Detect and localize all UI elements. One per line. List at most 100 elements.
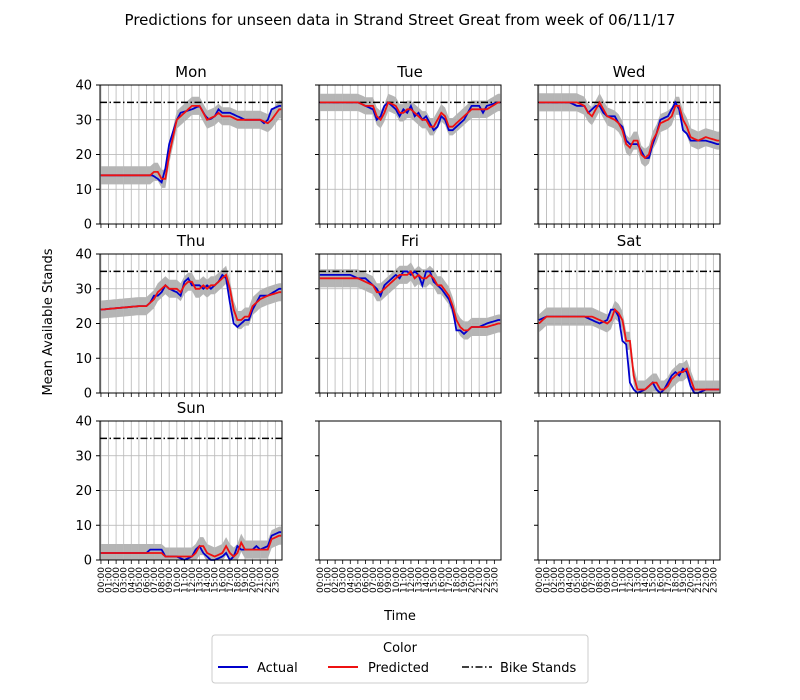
x-tick-label: 21:00 — [694, 567, 704, 593]
x-tick-label: 08:00 — [377, 567, 387, 593]
predicted-series-line — [538, 308, 720, 391]
x-tick-label: 12:00 — [626, 567, 636, 593]
panel-frame — [318, 420, 502, 561]
legend-entry-actual: Actual — [218, 661, 298, 676]
y-tick-label: 0 — [84, 218, 92, 233]
x-tick-label: 00:00 — [535, 567, 545, 593]
y-tick-label: 30 — [75, 113, 92, 128]
x-tick-label: 04:00 — [565, 567, 575, 593]
x-tick-label: 22:00 — [264, 567, 274, 593]
y-tick-label: 0 — [84, 387, 92, 402]
x-tick-label: 04:00 — [346, 567, 356, 593]
x-tick-label: 09:00 — [165, 567, 175, 593]
x-tick-label: 23:00 — [709, 567, 719, 593]
x-tick-label: 12:00 — [407, 567, 417, 593]
x-tick-label: 11:00 — [618, 567, 628, 593]
panel-mon: Mon 0 10 20 30 40 — [75, 63, 283, 233]
panel-title: Wed — [613, 63, 646, 81]
x-tick-label: 04:00 — [127, 567, 137, 593]
x-tick-label: 20:00 — [687, 567, 697, 593]
x-tick-label: 06:00 — [361, 567, 371, 593]
panel-thu: Thu 0 10 20 30 40 — [75, 232, 283, 402]
x-tick-label: 12:00 — [188, 567, 198, 593]
panel-title: Mon — [175, 63, 207, 81]
confidence-band — [100, 265, 282, 330]
y-tick-label: 30 — [75, 449, 92, 464]
x-tick-label: 02:00 — [550, 567, 560, 593]
x-tick-label: 06:00 — [580, 567, 590, 593]
x-tick-label: 05:00 — [135, 567, 145, 593]
x-tick-label: 01:00 — [324, 567, 334, 593]
x-tick-label: 14:00 — [203, 567, 213, 593]
panel-title: Thu — [176, 232, 205, 250]
panel-sat: Sat — [534, 232, 721, 397]
panel-wed: Wed — [534, 63, 721, 228]
y-tick-label: 30 — [75, 282, 92, 297]
x-tick-label: 03:00 — [558, 567, 568, 593]
x-tick-label: 07:00 — [150, 567, 160, 593]
legend-entry-bike-stands: Bike Stands — [462, 661, 577, 676]
x-tick-label: 00:00 — [316, 567, 326, 593]
y-axis-label: Mean Available Stands — [41, 248, 56, 395]
x-tick-label: 23:00 — [271, 567, 281, 593]
panels-group: Mon 0 10 20 30 40 Tue Wed Thu 0 10 20 30 40 Fri Sat Sun 0… — [75, 63, 721, 593]
x-tick-label: 18:00 — [671, 567, 681, 593]
x-tick-label: 05:00 — [573, 567, 583, 593]
y-tick-label: 0 — [84, 554, 92, 569]
panel-empty-7: 00:0001:0002:0003:0004:0005:0006:0007:00… — [315, 420, 502, 593]
x-tick-label: 21:00 — [256, 567, 266, 593]
y-tick-label: 40 — [75, 415, 92, 430]
y-tick-label: 10 — [75, 519, 92, 534]
x-tick-label: 08:00 — [158, 567, 168, 593]
x-tick-label: 13:00 — [415, 567, 425, 593]
x-tick-label: 21:00 — [475, 567, 485, 593]
x-tick-label: 10:00 — [611, 567, 621, 593]
x-tick-label: 19:00 — [679, 567, 689, 593]
x-tick-label: 16:00 — [437, 567, 447, 593]
x-tick-label: 10:00 — [392, 567, 402, 593]
x-tick-label: 08:00 — [596, 567, 606, 593]
confidence-band — [538, 300, 720, 393]
x-tick-label: 18:00 — [233, 567, 243, 593]
y-tick-label: 20 — [75, 148, 92, 163]
panel-sun: Sun 0 10 20 30 40 00:0001:0002:0003:0004:0005:… — [75, 399, 283, 593]
x-tick-label: 11:00 — [399, 567, 409, 593]
x-tick-label: 05:00 — [354, 567, 364, 593]
y-tick-label: 40 — [75, 248, 92, 263]
x-tick-label: 19:00 — [460, 567, 470, 593]
x-tick-label: 09:00 — [384, 567, 394, 593]
x-tick-label: 07:00 — [369, 567, 379, 593]
x-tick-label: 14:00 — [422, 567, 432, 593]
confidence-band — [319, 93, 501, 136]
panel-tue: Tue — [315, 63, 502, 228]
panel-empty-8: 00:0001:0002:0003:0004:0005:0006:0007:00… — [534, 420, 721, 593]
x-tick-label: 10:00 — [173, 567, 183, 593]
y-tick-label: 20 — [75, 484, 92, 499]
predicted-series-line — [319, 101, 501, 128]
y-tick-label: 10 — [75, 352, 92, 367]
panel-title: Sun — [177, 399, 206, 417]
legend-entry-predicted: Predicted — [328, 661, 429, 676]
predicted-series-line — [100, 273, 282, 321]
panel-frame — [537, 420, 721, 561]
y-tick-label: 40 — [75, 79, 92, 94]
confidence-band — [538, 93, 720, 167]
legend: Color Actual Predicted Bike Stands — [211, 634, 589, 684]
panel-title: Fri — [401, 232, 419, 250]
x-tick-label: 22:00 — [702, 567, 712, 593]
predicted-series-line — [319, 269, 501, 332]
legend-title: Color — [383, 641, 418, 656]
predicted-series-line — [100, 105, 282, 180]
x-axis-label: Time — [383, 609, 416, 624]
x-tick-label: 14:00 — [641, 567, 651, 593]
predicted-series-line — [538, 100, 720, 160]
x-tick-label: 03:00 — [120, 567, 130, 593]
x-tick-label: 19:00 — [241, 567, 251, 593]
x-tick-label: 23:00 — [490, 567, 500, 593]
x-tick-label: 16:00 — [656, 567, 666, 593]
x-tick-label: 17:00 — [445, 567, 455, 593]
x-tick-label: 20:00 — [249, 567, 259, 593]
x-tick-label: 22:00 — [483, 567, 493, 593]
legend-label-predicted: Predicted — [368, 661, 429, 676]
